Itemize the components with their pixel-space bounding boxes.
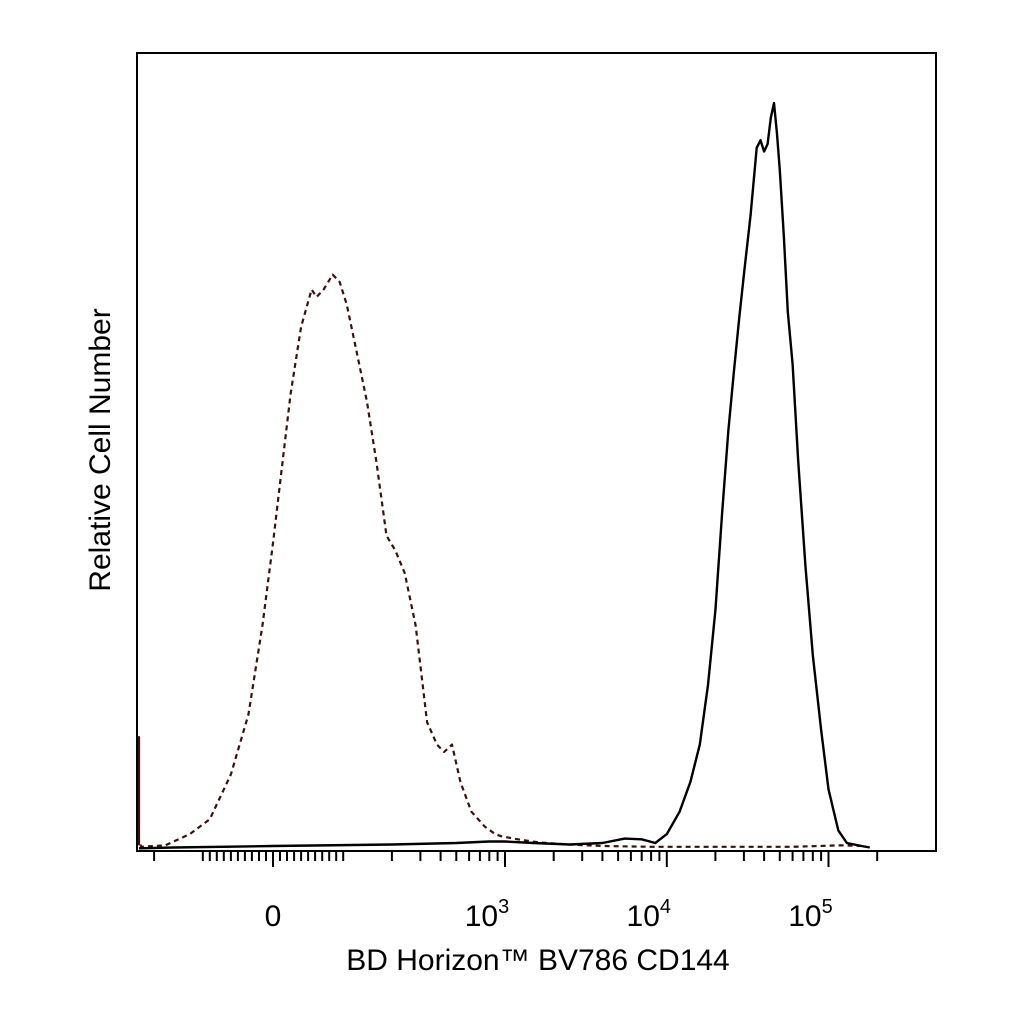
x-tick-label: 105 (788, 896, 833, 933)
series-layer (137, 101, 871, 850)
plot-area: 0 103 104 105 (136, 52, 937, 933)
series-line-dashed (137, 273, 866, 848)
x-axis-label: BD Horizon™ BV786 CD144 (346, 944, 730, 977)
y-axis-label: Relative Cell Number (84, 308, 117, 591)
x-tick-label: 103 (465, 896, 510, 933)
plot-frame (136, 52, 937, 852)
x-axis-ticks (153, 851, 879, 867)
series-line-solid (138, 101, 871, 850)
x-tick-label: 0 (265, 900, 282, 933)
x-tick-label: 104 (627, 896, 672, 933)
x-axis-tick-labels: 0 103 104 105 (265, 896, 833, 933)
